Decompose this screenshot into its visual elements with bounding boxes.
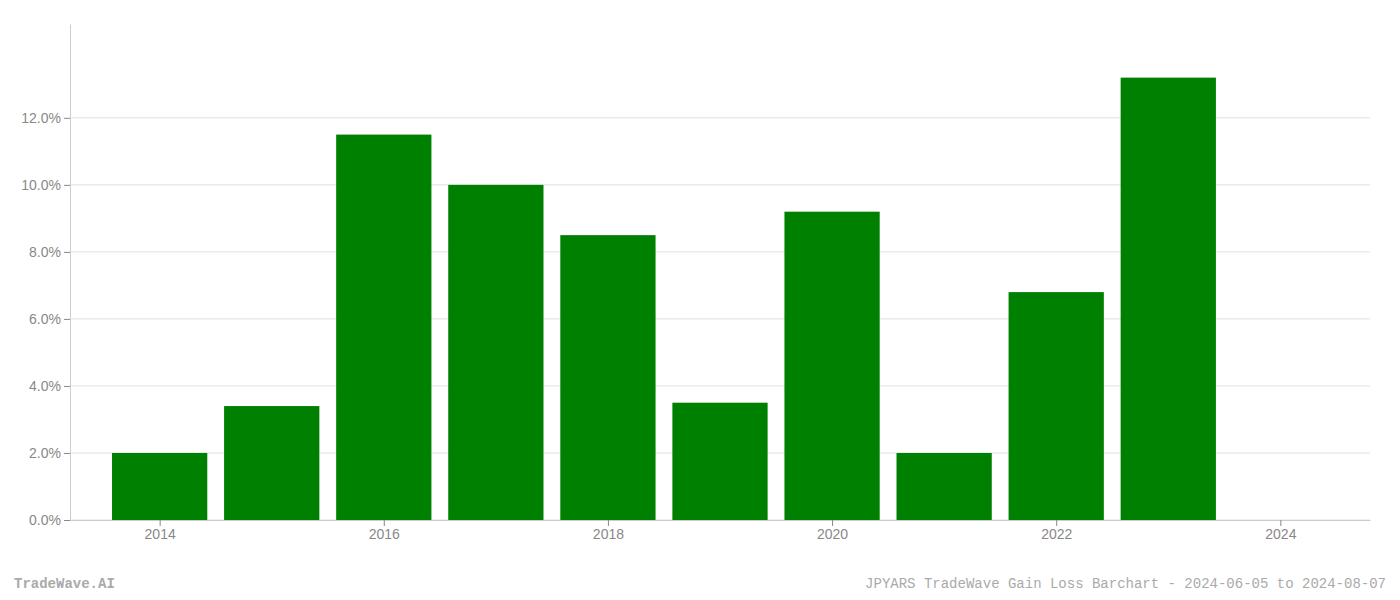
bar — [897, 453, 992, 520]
tick: 2018 — [593, 520, 624, 542]
tick-label: 4.0% — [29, 378, 61, 394]
bar — [112, 453, 207, 520]
bar — [448, 185, 543, 520]
bar — [784, 212, 879, 520]
axis-line — [70, 25, 71, 521]
tick: 2022 — [1041, 520, 1072, 542]
tick: 10.0% — [21, 177, 70, 193]
tick-label: 2022 — [1041, 526, 1072, 542]
tick: 2014 — [145, 520, 176, 542]
tick-mark — [64, 386, 70, 387]
tick-label: 2024 — [1265, 526, 1296, 542]
bars — [112, 78, 1216, 520]
tick: 2016 — [369, 520, 400, 542]
tick-label: 2018 — [593, 526, 624, 542]
bar — [1009, 292, 1104, 520]
footer-right: JPYARS TradeWave Gain Loss Barchart - 20… — [865, 576, 1386, 592]
tick-label: 12.0% — [21, 110, 61, 126]
tick: 4.0% — [29, 378, 70, 394]
footer-left: TradeWave.AI — [14, 576, 115, 592]
tick-label: 10.0% — [21, 177, 61, 193]
tick-mark — [64, 185, 70, 186]
tick-label: 0.0% — [29, 512, 61, 528]
tick: 2024 — [1265, 520, 1296, 542]
bar — [224, 406, 319, 520]
axis-line — [71, 520, 1371, 521]
bar — [560, 235, 655, 520]
x-axis: 2014 2016 2018 2020 2022 2024 — [71, 520, 1371, 542]
tick-label: 2016 — [369, 526, 400, 542]
tick: 0.0% — [29, 512, 70, 528]
tick: 2020 — [817, 520, 848, 542]
tick-label: 6.0% — [29, 311, 61, 327]
tick-mark — [64, 252, 70, 253]
y-axis: 0.0% 2.0% 4.0% 6.0% 8.0% 10.0% 12.0% — [21, 25, 70, 528]
tick-label: 8.0% — [29, 244, 61, 260]
tick-mark — [64, 453, 70, 454]
bar — [336, 135, 431, 520]
chart: 2014 2016 2018 2020 2022 2024 0.0% 2.0% 4.0% 6.0%… — [0, 0, 1400, 600]
tick: 6.0% — [29, 311, 70, 327]
tick-label: 2014 — [145, 526, 176, 542]
tick-label: 2.0% — [29, 445, 61, 461]
tick-mark — [64, 319, 70, 320]
tick-label: 2020 — [817, 526, 848, 542]
tick: 12.0% — [21, 110, 70, 126]
bar — [672, 403, 767, 520]
tick: 8.0% — [29, 244, 70, 260]
bar — [1121, 78, 1216, 520]
tick-mark — [64, 118, 70, 119]
tick: 2.0% — [29, 445, 70, 461]
plot: 2014 2016 2018 2020 2022 2024 0.0% 2.0% 4.0% 6.0%… — [21, 25, 1370, 542]
tick-mark — [64, 520, 70, 521]
